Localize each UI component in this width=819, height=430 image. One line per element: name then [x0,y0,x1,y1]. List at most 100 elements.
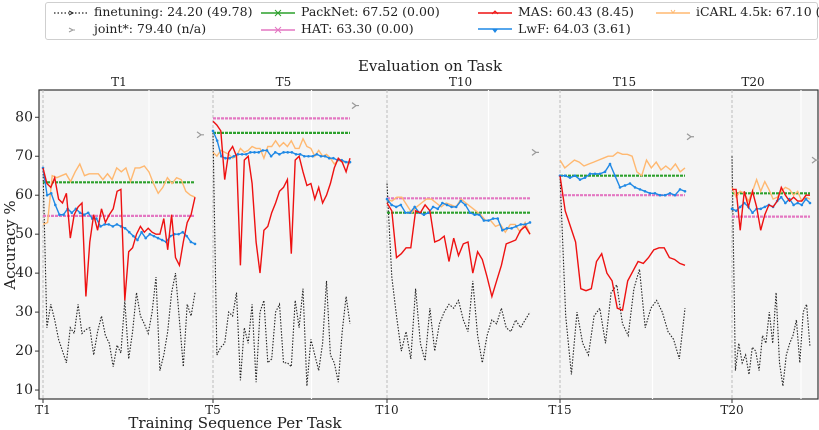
lwf-point [792,203,795,207]
lwf-point [514,225,518,228]
lwf-point [332,156,335,160]
mas-line-icon [478,9,512,14]
lwf-point [152,234,156,238]
lwf-point [82,213,86,216]
lwf-point [528,221,532,224]
lwf-point [265,149,269,152]
series-mas-T10 [386,202,531,300]
lwf-point [608,162,612,166]
lwf-point [224,156,227,160]
y-tick-label-30: 30 [15,304,33,320]
lwf-point [598,172,602,176]
series-finetuning-T20 [731,156,811,387]
lwf-point [482,219,486,222]
legend-item-joint: joint*: 79.40 (n/a) [54,22,206,36]
lwf-point [491,217,495,220]
lwf-point [70,211,74,215]
x-tick-label-T1: T1 [35,403,51,417]
x-tick-label-T10: T10 [375,403,398,417]
hat-line-icon [261,26,295,33]
plot-area [38,89,819,400]
lwf-point [257,151,260,154]
series-finetuning-T1 [42,167,196,371]
x-axis-label: Training Sequence Per Task [128,414,342,430]
series-finetuning-T5 [212,132,351,387]
legend-item-icarl: iCARL 4.5k: 67.10 (1.53) [656,5,819,19]
lwf-point [668,191,672,195]
lwf-point [177,232,180,236]
lwf-point [487,219,490,222]
lwf-point [496,217,500,220]
lwf-point [269,154,273,158]
lwf-point [796,201,799,205]
lwf-point [763,205,767,209]
lwf-point [319,154,323,158]
lwf-point [784,201,787,205]
grid-lines [42,90,802,399]
lwf-point [160,238,164,242]
lwf-point [62,213,65,216]
lwf-point [307,154,310,158]
lwf-point [678,188,682,191]
legend-item-hat: HAT: 63.30 (0.00) [261,22,414,36]
lwf-point [49,191,53,195]
panel-label-T20: T20 [741,75,764,89]
lwf-point [663,193,667,197]
lwf-point [220,154,223,158]
lwf-point [643,190,647,193]
lwf-point [603,170,607,174]
lwf-point [127,230,131,234]
lwf-point [578,178,582,181]
legend-item-packnet: PackNet: 67.52 (0.00) [261,5,440,19]
lwf-point [648,191,652,195]
lwf-point [156,236,160,240]
lwf-point [450,205,453,209]
y-tick-label-80: 80 [15,109,33,125]
lwf-point [136,238,139,242]
lwf-point [181,230,184,234]
icarl-line-icon [656,9,690,14]
lwf-point [86,211,90,215]
lwf-point [588,172,592,176]
lwf-point [573,174,577,178]
lwf-point [519,223,523,226]
lwf-point [107,223,111,226]
series-icarl-T15 [559,151,686,177]
lwf-line-icon [478,27,512,33]
lwf-point [673,193,677,197]
legend-label-packnet: PackNet: 67.52 (0.00) [301,4,440,19]
legend-label-finetuning: finetuning: 24.20 (49.78) [94,4,253,19]
lwf-point [303,154,306,158]
lwf-point [294,152,298,156]
lwf-point [228,156,231,160]
lwf-point [54,203,57,207]
lwf-point [249,151,252,154]
x-tick-label-T5: T5 [205,403,221,417]
series-mas-T1 [42,167,196,301]
joint-marker-T15 [686,133,694,141]
lwf-point [436,207,440,211]
lwf-point [278,152,281,156]
lwf-point [510,227,513,230]
lwf-point [111,225,115,228]
lwf-point [394,205,398,209]
lwf-point [385,197,389,201]
lwf-point [568,176,572,179]
lwf-point [45,193,49,197]
lwf-point [738,205,742,209]
lwf-point [524,223,527,226]
lwf-point [95,217,98,220]
lwf-point [473,213,476,216]
lwf-point [653,191,657,195]
lwf-point [413,205,416,209]
y-tick-label-50: 50 [15,226,33,242]
lwf-point [441,201,444,205]
lwf-point [211,129,215,133]
panel-label-T10: T10 [449,75,472,89]
series-mas-T15 [559,175,686,312]
chart-legend: finetuning: 24.20 (49.78) joint*: 79.40 … [45,2,819,40]
lwf-point [404,211,407,215]
lwf-point [808,201,812,205]
lwf-point [193,242,197,246]
y-tick-label-10: 10 [15,382,33,398]
